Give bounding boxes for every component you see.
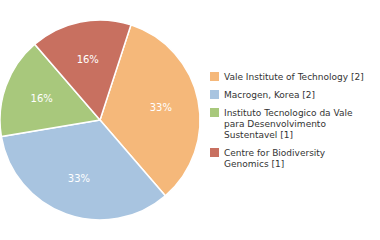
pie-labels: 33% 33% 16% 16% (31, 54, 172, 184)
slice-label: 16% (77, 54, 99, 65)
legend-label-line: Macrogen, Korea [2] (224, 90, 315, 100)
legend-swatch (210, 72, 219, 81)
legend-swatch (210, 148, 219, 157)
legend-label-line: Centre for Biodiversity (224, 148, 326, 158)
legend-label-line: Instituto Tecnologico da Vale (224, 108, 353, 118)
slice-label: 33% (150, 102, 172, 113)
legend-label: Macrogen, Korea [2] (224, 90, 315, 100)
legend: Vale Institute of Technology [2] Macrogen… (210, 72, 364, 169)
pie (0, 20, 200, 220)
slice-label: 33% (68, 173, 90, 184)
legend-label: Instituto Tecnologico da Valepara Desenv… (224, 108, 353, 140)
legend-swatch (210, 108, 219, 117)
pie-slice (35, 20, 131, 120)
legend-label-line: para Desenvolvimento (224, 119, 326, 129)
pie-slice (1, 120, 165, 220)
legend-label-line: Vale Institute of Technology [2] (224, 72, 364, 82)
legend-swatch (210, 90, 219, 99)
legend-label-line: Sustentavel [1] (224, 130, 293, 140)
legend-label: Vale Institute of Technology [2] (224, 72, 364, 82)
legend-label-line: Genomics [1] (224, 159, 284, 169)
slice-label: 16% (31, 93, 53, 104)
legend-label: Centre for BiodiversityGenomics [1] (224, 148, 326, 169)
chart-svg: 33% 33% 16% 16% Vale Institute of Technology… (0, 0, 380, 240)
chart: 33% 33% 16% 16% Vale Institute of Technology… (0, 0, 380, 240)
